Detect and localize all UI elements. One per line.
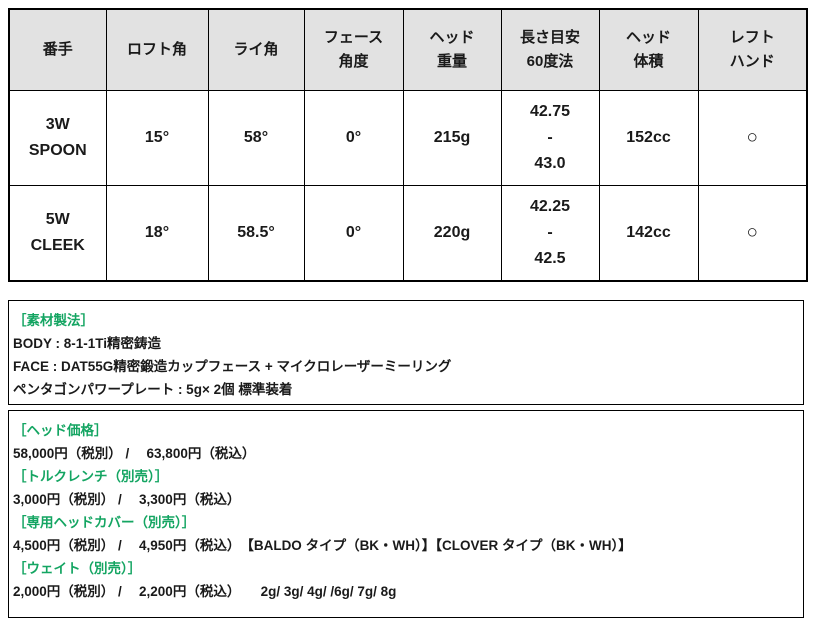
cell-length-guide: 42.25 - 42.5 [500, 185, 600, 282]
material-method-box: ［素材製法］ BODY : 8-1-1Ti精密鋳造 FACE : DAT55G精… [8, 300, 804, 405]
cell-loft-angle: 18° [105, 185, 209, 282]
cell-head-volume: 152cc [598, 90, 699, 186]
cell-left-hand-circle-mark: ○ [697, 90, 808, 186]
cell-left-hand-circle-mark: ○ [697, 185, 808, 282]
head-price-title: ［ヘッド価格］ [13, 423, 108, 438]
material-body-line: BODY : 8-1-1Ti精密鋳造 [13, 336, 162, 351]
cell-lie-angle: 58° [207, 90, 305, 186]
weight-option-price: 2,000円（税別） / 2,200円（税込） 2g/ 3g/ 4g/ /6g/… [13, 584, 397, 599]
cell-length-guide: 42.75 - 43.0 [500, 90, 600, 186]
header-club-number: 番手 [8, 8, 107, 91]
cell-face-angle: 0° [303, 90, 404, 186]
header-length-guide: 長さ目安 60度法 [500, 8, 600, 91]
cell-head-weight: 220g [402, 185, 502, 282]
cell-face-angle: 0° [303, 185, 404, 282]
torque-wrench-title: ［トルクレンチ（別売）］ [13, 469, 169, 484]
cell-club-number: 3W SPOON [8, 90, 107, 186]
head-price-value: 58,000円（税別） / 63,800円（税込） [13, 446, 256, 461]
spec-header-row: 番手 ロフト角 ライ角 フェース 角度 ヘッド 重量 長さ目安 60度法 ヘッド… [8, 8, 808, 91]
header-head-weight: ヘッド 重量 [402, 8, 502, 91]
header-head-volume: ヘッド 体積 [598, 8, 699, 91]
spec-table: 番手 ロフト角 ライ角 フェース 角度 ヘッド 重量 長さ目安 60度法 ヘッド… [8, 8, 808, 282]
torque-wrench-price: 3,000円（税別） / 3,300円（税込） [13, 492, 241, 507]
material-method-title: ［素材製法］ [13, 313, 94, 328]
cell-club-number: 5W CLEEK [8, 185, 107, 282]
head-cover-title: ［専用ヘッドカバー（別売）］ [13, 515, 196, 530]
material-face-line: FACE : DAT55G精密鍛造カップフェース + マイクロレーザーミーリング [13, 359, 452, 374]
price-options-box: ［ヘッド価格］ 58,000円（税別） / 63,800円（税込） ［トルクレン… [8, 410, 804, 618]
head-cover-price: 4,500円（税別） / 4,950円（税込） 【BALDO タイプ（BK・WH… [13, 538, 632, 553]
cell-lie-angle: 58.5° [207, 185, 305, 282]
weight-option-title: ［ウェイト（別売）］ [13, 561, 142, 576]
cell-head-volume: 142cc [598, 185, 699, 282]
header-left-hand: レフト ハンド [697, 8, 808, 91]
header-face-angle: フェース 角度 [303, 8, 404, 91]
header-loft-angle: ロフト角 [105, 8, 209, 91]
table-row-5w-cleek: 5W CLEEK 18° 58.5° 0° 220g 42.25 - 42.5 … [8, 185, 808, 282]
table-row-3w-spoon: 3W SPOON 15° 58° 0° 215g 42.75 - 43.0 15… [8, 90, 808, 186]
cell-loft-angle: 15° [105, 90, 209, 186]
cell-head-weight: 215g [402, 90, 502, 186]
material-plate-line: ペンタゴンパワープレート : 5g× 2個 標準装着 [13, 382, 293, 397]
header-lie-angle: ライ角 [207, 8, 305, 91]
